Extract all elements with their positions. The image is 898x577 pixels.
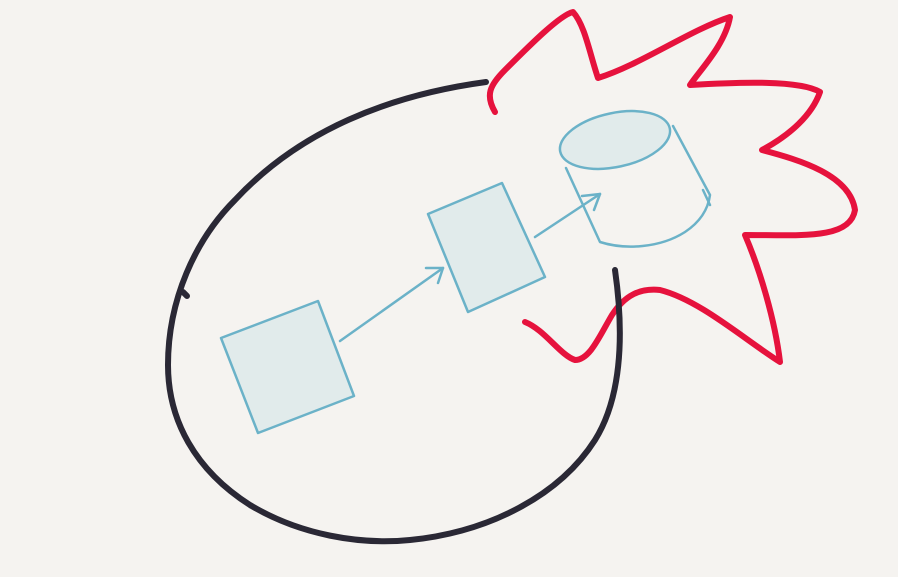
loop-pen-mark [183, 292, 187, 296]
